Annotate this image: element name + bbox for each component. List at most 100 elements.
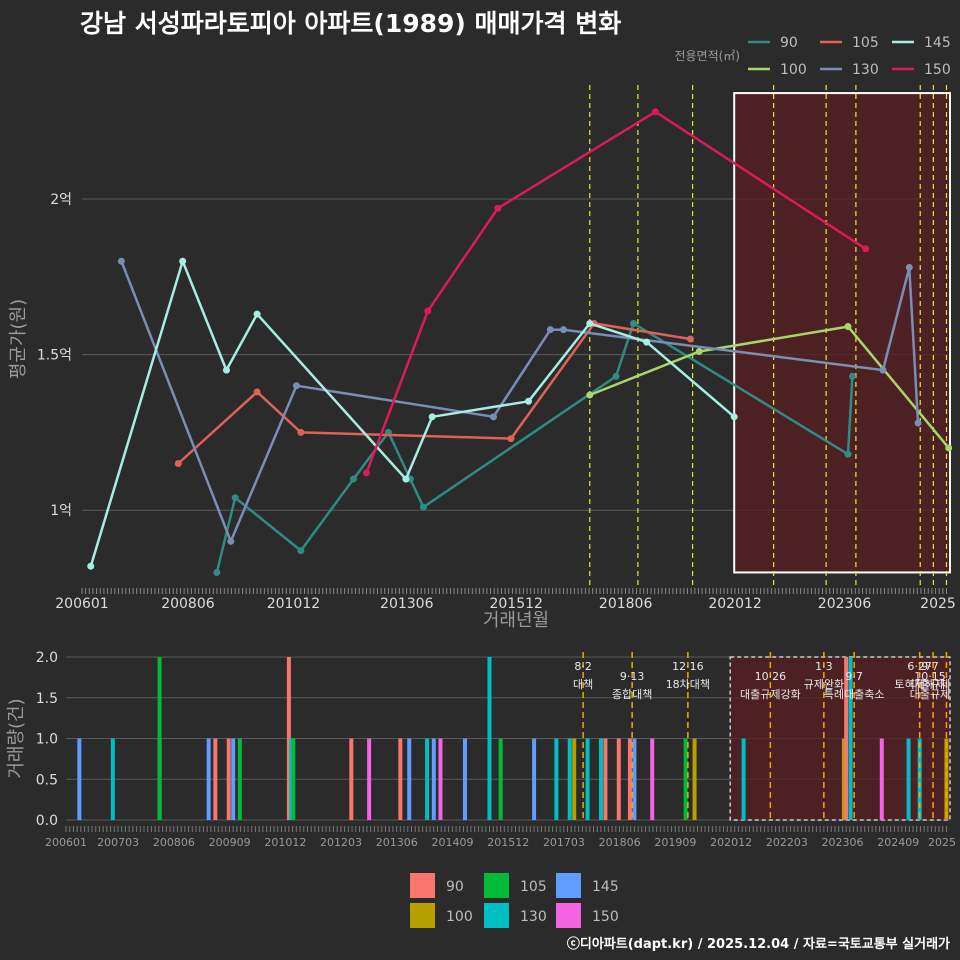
data-point-100 xyxy=(844,323,852,331)
series-line-100 xyxy=(589,325,950,449)
volume-bar-100 xyxy=(944,738,949,820)
x-tick-label: 2025 xyxy=(928,836,956,849)
policy-name: 규제완화 xyxy=(804,678,844,691)
data-point-100 xyxy=(945,444,953,452)
data-point-130 xyxy=(489,413,497,421)
policy-name: 특례대출축소 xyxy=(824,688,885,701)
y-axis-title: 거래량(건) xyxy=(6,698,27,778)
x-tick-label: 201306 xyxy=(376,836,418,849)
policy-date: 1·3 xyxy=(815,660,833,673)
data-point-145 xyxy=(222,366,230,374)
y-tick-label: 0.0 xyxy=(36,813,58,829)
data-point-90 xyxy=(297,547,305,555)
x-tick-label: 201512 xyxy=(487,836,529,849)
data-point-100 xyxy=(695,347,703,355)
legend-key-145 xyxy=(556,873,581,898)
volume-bar-100 xyxy=(841,738,846,820)
y-tick-label: 2억 xyxy=(50,192,72,208)
credit-text: ⓒ디아파트(dapt.kr) / 2025.12.04 / 자료=국토교통부 실… xyxy=(566,937,950,952)
volume-bar-105 xyxy=(683,738,688,820)
data-point-130 xyxy=(914,419,922,427)
volume-bar-105 xyxy=(237,738,242,820)
volume-bar-130 xyxy=(487,657,492,820)
volume-bar-130 xyxy=(598,738,603,820)
x-tick-label: 202306 xyxy=(822,836,864,849)
data-point-145 xyxy=(643,338,651,346)
volume-bar-145 xyxy=(77,738,82,820)
volume-bar-130 xyxy=(741,738,746,820)
data-point-90 xyxy=(630,319,638,327)
volume-bar-130 xyxy=(585,738,590,820)
data-point-105 xyxy=(507,435,515,443)
x-tick-label: 201512 xyxy=(489,596,542,612)
legend-label-150: 150 xyxy=(592,909,619,925)
volume-bar-105 xyxy=(291,738,296,820)
volume-bar-130 xyxy=(110,738,115,820)
volume-bar-150 xyxy=(438,738,443,820)
data-point-105 xyxy=(253,388,261,396)
price-line-chart: 1억 1.5억 2억 200601 200806 201012 201306 201512 20… xyxy=(8,35,956,631)
volume-bar-100 xyxy=(572,738,577,820)
x-axis-title: 거래년월 xyxy=(483,610,549,631)
y-axis-title: 평균가(원) xyxy=(8,299,29,379)
volume-bar-150 xyxy=(367,738,372,820)
legend-label-105: 105 xyxy=(520,879,547,895)
volume-bar-130 xyxy=(917,738,922,820)
data-point-130 xyxy=(546,326,554,334)
legend-label-145: 145 xyxy=(924,35,951,51)
volume-bar-chart: 0.0 0.5 1.0 1.5 2.0 8·2 대책 9·13 종합대책 12·16 18차대책 10… xyxy=(6,650,956,928)
policy-date: 10·26 xyxy=(755,670,787,683)
data-point-90 xyxy=(844,450,852,458)
y-tick-label: 1.5억 xyxy=(37,348,72,364)
data-point-105 xyxy=(174,460,182,467)
data-point-145 xyxy=(586,319,594,327)
y-tick-label: 1.5 xyxy=(36,691,58,707)
policy-name: 대책 xyxy=(573,678,593,691)
x-tick-label: 201306 xyxy=(380,596,434,612)
legend-key-150 xyxy=(556,903,581,928)
data-point-130 xyxy=(559,326,567,334)
highlight-region xyxy=(733,92,951,574)
volume-bar-150 xyxy=(879,738,884,820)
data-point-100 xyxy=(586,391,594,399)
volume-bar-145 xyxy=(231,738,236,820)
policy-date: 8·2 xyxy=(574,660,592,673)
legend-key-105 xyxy=(484,873,509,898)
legend-label-150: 150 xyxy=(924,62,951,78)
legend-key-130 xyxy=(484,903,509,928)
policy-date: 6·27 xyxy=(907,660,932,673)
data-point-150 xyxy=(494,204,502,212)
volume-bar-150 xyxy=(650,738,655,820)
x-tick-label: 201703 xyxy=(543,836,585,849)
legend-label-130: 130 xyxy=(852,62,879,78)
policy-name: 토허제해제 xyxy=(894,677,945,691)
data-point-145 xyxy=(253,310,261,318)
x-tick-label: 202306 xyxy=(818,596,872,612)
data-point-150 xyxy=(424,307,432,315)
volume-bar-90 xyxy=(398,738,403,820)
volume-bar-145 xyxy=(532,738,537,820)
policy-name: 18차대책 xyxy=(666,678,710,691)
legend-label-90: 90 xyxy=(446,879,464,895)
x-tick-label: 201806 xyxy=(599,596,653,612)
legend-label-145: 145 xyxy=(592,879,619,895)
volume-bar-90 xyxy=(844,657,849,820)
highlight-region xyxy=(729,656,951,821)
volume-bar-100 xyxy=(692,738,697,820)
x-tick-label: 202012 xyxy=(710,836,752,849)
series-line-145 xyxy=(89,259,736,567)
volume-bar-105 xyxy=(498,738,503,820)
data-point-90 xyxy=(213,568,221,576)
data-point-130 xyxy=(117,257,125,265)
volume-bar-130 xyxy=(289,738,294,820)
x-tick-label: 202203 xyxy=(766,836,808,849)
x-tick-label: 200601 xyxy=(45,836,87,849)
data-point-130 xyxy=(905,263,913,271)
data-point-130 xyxy=(227,537,235,545)
policy-date: 9·13 xyxy=(620,670,645,683)
data-point-145 xyxy=(179,257,187,265)
legend-key-90 xyxy=(410,873,435,898)
y-tick-label: 1.0 xyxy=(36,732,58,748)
policy-date: 10·15 xyxy=(914,670,946,683)
volume-bar-145 xyxy=(632,738,637,820)
